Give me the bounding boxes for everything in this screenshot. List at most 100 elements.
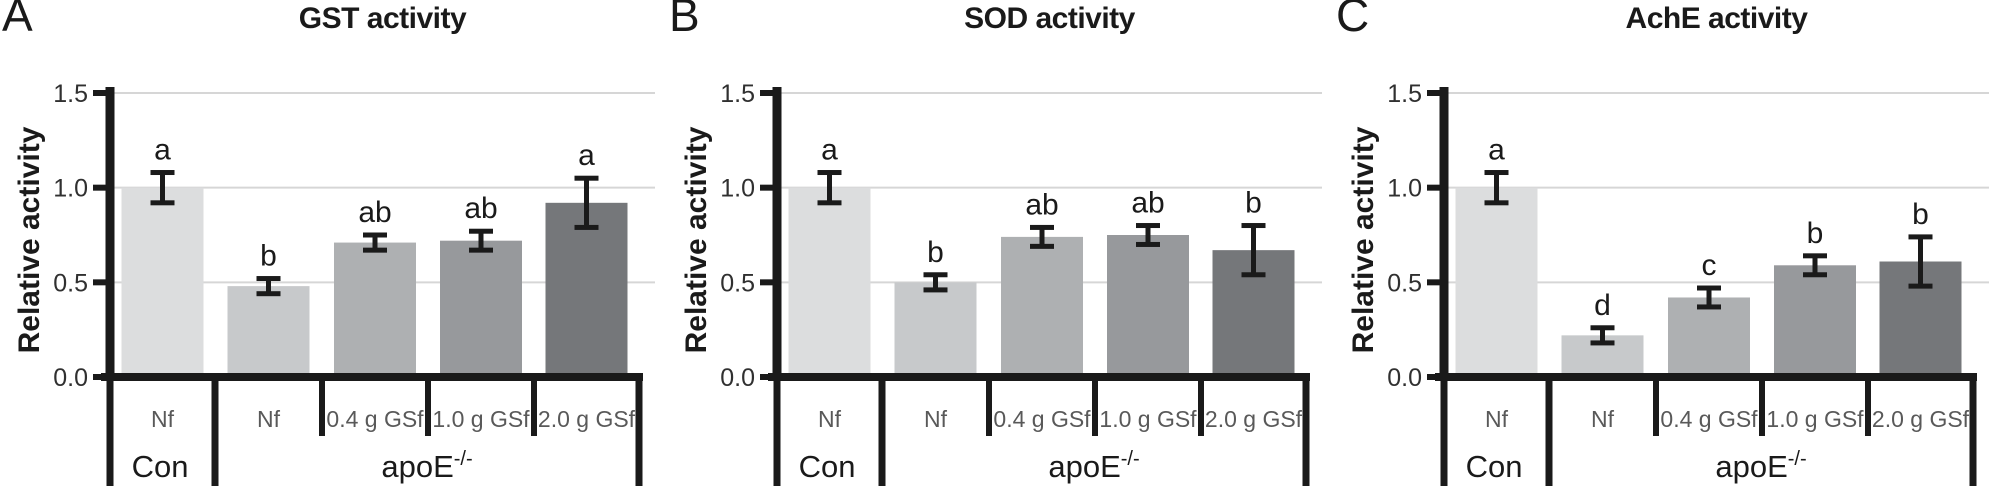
category-label: 2.0 g GSf xyxy=(1205,406,1303,432)
bar-2.0-g-gsf xyxy=(545,202,628,379)
panel-letter: C xyxy=(1336,0,1370,41)
y-tick-label: 1.5 xyxy=(53,80,88,108)
bar-0.4-g-gsf xyxy=(1001,236,1083,379)
error-bar-line xyxy=(1039,227,1045,247)
bar-1.0-g-gsf xyxy=(440,240,522,379)
error-bar-cap-bottom xyxy=(1241,272,1266,278)
error-bar-cap-top xyxy=(1590,325,1615,331)
sig-letter: b xyxy=(927,236,944,269)
category-label: Nf xyxy=(1485,406,1509,432)
error-bar-cap-bottom xyxy=(1590,340,1615,346)
error-bar-line xyxy=(266,278,271,294)
bar-nf xyxy=(894,282,977,379)
table-divider-short xyxy=(1759,381,1765,436)
table-divider-short xyxy=(1653,381,1659,436)
bar-1.0-g-gsf xyxy=(1107,235,1189,379)
error-bar-line xyxy=(1706,288,1712,307)
group-label: apoE-/- xyxy=(1715,448,1806,484)
error-bar-line xyxy=(1918,236,1923,287)
category-label: Nf xyxy=(924,406,948,432)
y-tick-mark xyxy=(760,90,773,96)
y-tick-label: 1.5 xyxy=(720,80,755,108)
panel-title: AchE activity xyxy=(1625,2,1808,35)
y-tick-mark xyxy=(1427,184,1440,191)
bar-nf xyxy=(1455,187,1538,379)
error-bar-cap-bottom xyxy=(817,200,842,206)
sig-letter: a xyxy=(154,134,171,167)
y-axis-spine xyxy=(1439,87,1449,381)
error-bar-cap-top xyxy=(1908,234,1933,240)
error-bar-cap-bottom xyxy=(574,224,599,230)
table-divider-short xyxy=(531,381,537,436)
group-label: apoE-/- xyxy=(381,448,472,484)
error-bar-cap-bottom xyxy=(1908,283,1933,289)
error-bar-cap-top xyxy=(1030,224,1054,230)
x-axis-baseline xyxy=(101,373,643,381)
table-divider-short xyxy=(1092,381,1098,436)
category-label: 1.0 g GSf xyxy=(1099,406,1197,432)
sig-letter: c xyxy=(1702,249,1717,282)
error-bar-line xyxy=(1145,225,1151,245)
y-axis-spine xyxy=(772,87,782,381)
bar-0.4-g-gsf xyxy=(1668,297,1750,379)
table-divider-full xyxy=(1545,377,1553,486)
category-label: 0.4 g GSf xyxy=(993,406,1091,432)
sig-letter: a xyxy=(1488,134,1505,167)
category-label: 0.4 g GSf xyxy=(326,406,424,432)
y-tick-mark xyxy=(93,90,106,96)
table-divider-full xyxy=(211,377,219,486)
y-tick-mark xyxy=(93,184,106,191)
group-label: apoE-/- xyxy=(1048,448,1139,484)
error-bar-cap-bottom xyxy=(1136,241,1160,247)
error-bar-line xyxy=(827,172,832,203)
y-tick-mark xyxy=(760,279,773,286)
y-tick-label: 1.0 xyxy=(1387,175,1422,203)
chart-svg-ache: a d c b b 0.0 0.5 1.0 1.5 Nf Nf 0.4 g GSf 1.0 g GSf 2… xyxy=(1387,80,1989,486)
y-tick-mark xyxy=(1427,90,1440,96)
error-bar-cap-top xyxy=(1803,253,1827,259)
table-divider-short xyxy=(319,381,325,436)
error-bar-line xyxy=(1812,255,1818,275)
error-bar-line xyxy=(160,172,165,203)
error-bar-line xyxy=(478,231,484,251)
error-bar-cap-bottom xyxy=(256,291,281,297)
y-tick-mark xyxy=(93,279,106,286)
table-divider-short xyxy=(1198,381,1204,436)
y-tick-label: 0.5 xyxy=(720,269,755,297)
category-label: Nf xyxy=(1591,406,1615,432)
panel-letter: A xyxy=(2,0,33,41)
y-tick-label: 0.0 xyxy=(1387,364,1422,392)
sig-letter: a xyxy=(578,139,595,172)
y-tick-label: 0.5 xyxy=(1387,269,1422,297)
group-label: Con xyxy=(132,449,189,484)
category-label: Nf xyxy=(818,406,842,432)
table-divider-short xyxy=(425,381,431,436)
y-axis-spine xyxy=(105,87,115,381)
sig-letter: ab xyxy=(464,192,497,225)
error-bar-line xyxy=(933,274,938,290)
table-divider-full xyxy=(1969,377,1977,486)
error-bar-cap-bottom xyxy=(150,200,175,206)
error-bar-cap-top xyxy=(469,228,493,234)
error-bar-cap-bottom xyxy=(469,247,493,253)
error-bar-line xyxy=(1600,327,1605,343)
panel-title: SOD activity xyxy=(964,2,1135,35)
error-bar-cap-top xyxy=(1241,223,1266,229)
category-label: 0.4 g GSf xyxy=(1660,406,1758,432)
table-divider-full xyxy=(635,377,643,486)
error-bar-cap-top xyxy=(1136,223,1160,229)
error-bar-cap-bottom xyxy=(923,287,948,293)
category-label: 2.0 g GSf xyxy=(1872,406,1970,432)
panel-gst: A GST activity Relative activity a b ab ab a… xyxy=(0,0,667,488)
error-bar-cap-bottom xyxy=(1697,304,1721,310)
error-bar-cap-top xyxy=(363,232,387,238)
bar-nf xyxy=(121,187,204,379)
error-bar-cap-bottom xyxy=(1803,272,1827,278)
x-axis-baseline xyxy=(768,373,1310,381)
y-tick-mark xyxy=(93,374,106,380)
bar-nf xyxy=(788,187,871,379)
table-divider-full xyxy=(106,377,114,486)
